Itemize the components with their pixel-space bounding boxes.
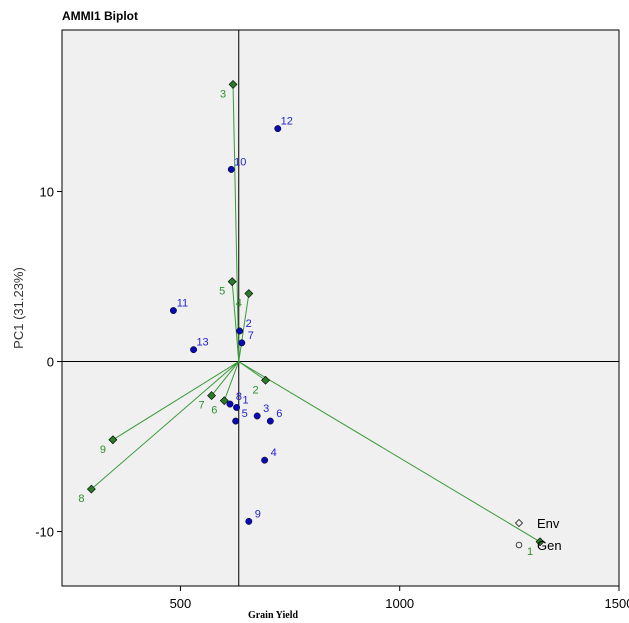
environment-vector xyxy=(223,361,240,401)
environment-vector xyxy=(238,361,266,381)
genotype-label: 11 xyxy=(177,298,188,310)
genotype-point xyxy=(266,417,274,425)
legend-gen-marker xyxy=(515,541,523,549)
x-axis-label: Grain Yield xyxy=(248,610,299,621)
environment-point xyxy=(108,435,118,445)
environment-vector xyxy=(238,361,541,543)
y-tick-label: 10 xyxy=(40,185,54,200)
genotype-point xyxy=(236,327,244,335)
environment-label: 5 xyxy=(219,286,225,298)
environment-point xyxy=(535,537,545,547)
environment-label: 6 xyxy=(211,405,217,417)
genotype-label: 2 xyxy=(246,318,252,330)
genotype-point xyxy=(190,346,198,354)
legend-gen-label: Gen xyxy=(537,538,562,553)
environment-vectors xyxy=(91,84,541,543)
environment-point xyxy=(207,391,216,400)
environment-vector xyxy=(232,84,240,362)
genotype-point xyxy=(169,307,177,315)
x-tick-label: 500 xyxy=(170,596,192,611)
legend-env-marker xyxy=(514,518,524,528)
genotype-point xyxy=(274,125,282,133)
genotype-label: 7 xyxy=(248,330,254,342)
genotype-point xyxy=(261,456,269,464)
plot-area xyxy=(61,29,620,587)
environment-label: 7 xyxy=(198,400,204,412)
genotype-label: 12 xyxy=(281,116,293,128)
legend: Env Gen xyxy=(514,516,562,553)
genotype-label: 10 xyxy=(234,156,246,168)
y-axis-label: PC1 (31.23%) xyxy=(11,267,26,349)
environment-point xyxy=(227,277,237,287)
environment-label: 9 xyxy=(100,444,106,456)
environment-point xyxy=(86,484,96,494)
environment-vector xyxy=(112,361,240,441)
environment-label: 2 xyxy=(252,384,258,396)
genotype-label: 8 xyxy=(236,391,242,403)
x-tick-label: 1000 xyxy=(385,596,414,611)
genotype-point xyxy=(238,339,246,347)
environment-point xyxy=(244,289,254,298)
genotype-label: 4 xyxy=(271,447,277,459)
genotype-point xyxy=(226,400,234,408)
y-tick-label: -10 xyxy=(35,525,54,540)
environment-label: 1 xyxy=(527,546,533,558)
genotype-point xyxy=(227,165,235,173)
environment-vector xyxy=(238,293,250,362)
genotype-point xyxy=(245,517,253,525)
genotype-label: 1 xyxy=(242,394,248,406)
environment-point xyxy=(261,375,270,385)
genotype-point xyxy=(233,404,241,411)
genotype-label: 5 xyxy=(242,408,248,420)
environment-label: 3 xyxy=(220,88,226,100)
genotype-label: 13 xyxy=(196,337,208,349)
chart-title: AMMI1 Biplot xyxy=(62,9,138,23)
x-tick-label: 1500 xyxy=(605,596,629,611)
environment-point xyxy=(228,79,238,89)
genotype-point xyxy=(232,417,240,425)
environment-point xyxy=(219,396,229,406)
genotype-point xyxy=(253,412,261,420)
environment-vector xyxy=(211,361,240,396)
genotype-label: 3 xyxy=(263,403,269,415)
legend-env-label: Env xyxy=(537,516,560,531)
genotype-label: 6 xyxy=(276,408,282,420)
environment-label: 4 xyxy=(236,298,242,310)
genotype-label: 9 xyxy=(255,508,261,520)
environment-vector xyxy=(91,361,240,490)
axes-layer: 500 1000 1500 -10 0 10 xyxy=(35,30,629,611)
environment-label: 8 xyxy=(78,493,84,505)
y-tick-label: 0 xyxy=(47,355,54,370)
environment-vector xyxy=(231,281,240,362)
